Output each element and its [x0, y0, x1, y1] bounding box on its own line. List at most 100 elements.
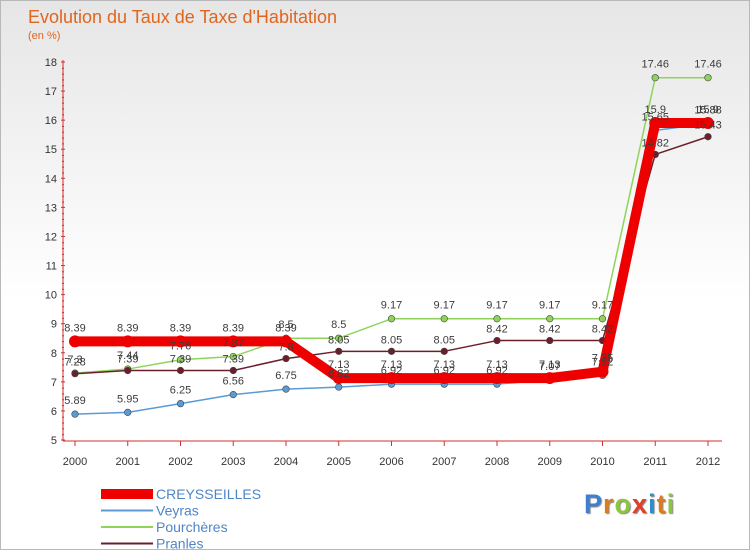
- y-minor-tick: [62, 370, 64, 372]
- y-tick-label: 7: [51, 377, 57, 389]
- data-label: 9.17: [592, 300, 613, 312]
- y-minor-tick: [62, 85, 64, 87]
- data-label: 8.42: [592, 324, 613, 336]
- y-tick-label: 13: [45, 202, 57, 214]
- data-point: [229, 352, 237, 361]
- logo-letter: P: [584, 489, 604, 519]
- y-minor-tick: [62, 422, 64, 424]
- data-point: [176, 356, 185, 364]
- data-point: [121, 335, 134, 348]
- y-minor-tick: [62, 230, 64, 232]
- y-minor-tick: [62, 341, 64, 343]
- series-layer: [69, 74, 714, 418]
- chart-subtitle: (en %): [28, 30, 61, 42]
- data-label: 8.39: [223, 322, 244, 334]
- y-minor-tick: [62, 201, 64, 203]
- y-minor-tick: [62, 300, 64, 302]
- data-label: 6.92: [381, 365, 402, 377]
- y-minor-tick: [62, 434, 64, 436]
- data-label: 7.07: [539, 361, 560, 373]
- data-label: 7.8: [278, 342, 293, 354]
- x-tick-label: 2010: [590, 456, 614, 468]
- proxiti-logo: Proxiti: [584, 489, 675, 520]
- y-minor-tick: [62, 189, 64, 191]
- y-tick-label: 17: [45, 86, 57, 98]
- data-label: 6.56: [223, 376, 244, 388]
- y-minor-tick: [62, 155, 64, 157]
- data-point: [176, 400, 185, 408]
- data-point: [438, 372, 451, 385]
- data-point: [124, 408, 132, 416]
- data-label: 14.82: [641, 137, 669, 149]
- data-label: 8.42: [539, 324, 560, 336]
- data-label: 7.13: [328, 359, 349, 371]
- x-tick-label: 2003: [221, 456, 245, 468]
- y-minor-tick: [62, 312, 64, 314]
- y-minor-tick: [62, 306, 64, 308]
- y-minor-tick: [62, 195, 64, 197]
- y-minor-tick: [62, 253, 64, 255]
- data-label: 7.13: [486, 359, 507, 371]
- y-minor-tick: [62, 416, 64, 418]
- y-minor-tick: [62, 219, 64, 221]
- data-label: 7.22: [592, 356, 613, 368]
- data-point: [71, 370, 79, 378]
- data-label: 5.95: [117, 393, 138, 405]
- data-point: [176, 366, 185, 375]
- data-label: 6.25: [170, 385, 191, 397]
- data-label: 15.43: [694, 120, 722, 132]
- legend-label-pourchères: Pourchères: [156, 519, 228, 535]
- data-point: [335, 383, 343, 391]
- y-tick-label: 9: [51, 319, 57, 331]
- legend-label-creysseilles: CREYSSEILLES: [156, 486, 261, 502]
- y-minor-tick: [62, 108, 64, 110]
- chart-title: Evolution du Taux de Taxe d'Habitation: [28, 7, 337, 27]
- data-label: 8.39: [64, 322, 85, 334]
- data-point: [282, 385, 290, 393]
- x-tick-label: 2006: [379, 456, 403, 468]
- data-label: 8.42: [486, 324, 507, 336]
- x-tick-label: 2000: [63, 456, 87, 468]
- data-point: [440, 347, 448, 355]
- y-minor-tick: [62, 184, 64, 186]
- data-point: [543, 372, 556, 385]
- y-tick-label: 14: [45, 173, 57, 185]
- data-label: 5.89: [64, 395, 85, 407]
- data-point: [651, 74, 659, 82]
- data-point: [596, 365, 609, 378]
- y-minor-tick: [62, 317, 64, 319]
- logo-letter: r: [603, 489, 615, 519]
- data-label: 7.39: [170, 354, 191, 366]
- data-point: [69, 335, 81, 348]
- data-label: 15.88: [694, 105, 722, 117]
- data-point: [332, 372, 345, 385]
- data-point: [335, 334, 343, 342]
- data-label: 9.17: [486, 300, 507, 312]
- y-minor-tick: [62, 114, 64, 116]
- data-label: 9.17: [539, 300, 560, 312]
- x-tick-label: 2005: [327, 456, 351, 468]
- y-minor-tick: [62, 288, 64, 290]
- y-tick-label: 10: [45, 290, 57, 302]
- y-minor-tick: [62, 166, 64, 168]
- y-minor-tick: [62, 137, 64, 139]
- data-label: 9.17: [381, 300, 402, 312]
- data-label: 8.05: [434, 334, 455, 346]
- data-point: [174, 335, 187, 348]
- x-tick-label: 2008: [485, 456, 509, 468]
- y-minor-tick: [62, 428, 64, 430]
- data-point: [385, 372, 398, 385]
- y-minor-tick: [62, 79, 64, 81]
- data-label: 7.13: [539, 359, 560, 371]
- y-minor-tick: [62, 364, 64, 366]
- axes: 5 6 7 8 9 10 11 12 13 14 15 16 17 18 2000 2001 2002 2003 2…: [45, 57, 722, 468]
- data-point: [704, 133, 712, 141]
- data-label: 7.3: [67, 354, 82, 366]
- data-point: [546, 336, 554, 345]
- data-point: [598, 315, 607, 323]
- legend-label-pranles: Pranles: [156, 536, 203, 550]
- y-minor-tick: [62, 346, 64, 348]
- y-minor-tick: [62, 160, 64, 162]
- data-label: 9.17: [434, 300, 455, 312]
